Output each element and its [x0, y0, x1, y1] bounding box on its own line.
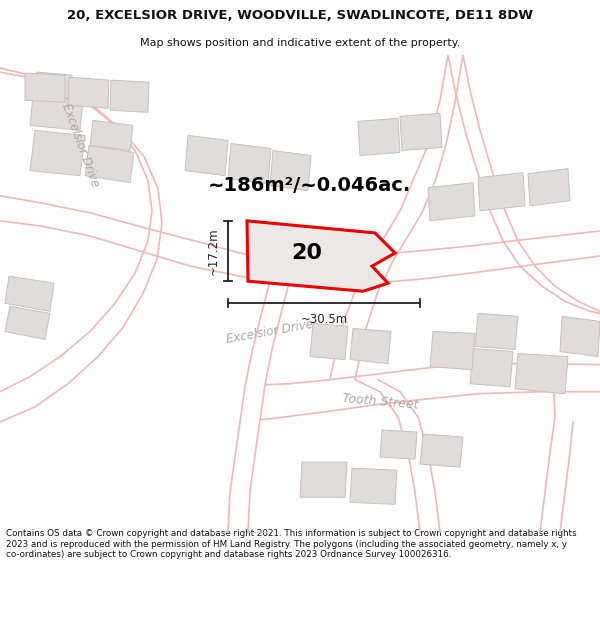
Polygon shape — [428, 182, 475, 221]
Text: ~186m²/~0.046ac.: ~186m²/~0.046ac. — [208, 176, 412, 195]
Polygon shape — [380, 430, 417, 459]
Polygon shape — [358, 118, 400, 156]
Polygon shape — [515, 354, 568, 394]
Polygon shape — [110, 80, 149, 112]
Polygon shape — [430, 331, 475, 369]
Polygon shape — [68, 77, 109, 108]
Polygon shape — [90, 121, 133, 151]
Polygon shape — [400, 113, 442, 151]
Polygon shape — [528, 169, 570, 206]
Polygon shape — [560, 316, 600, 357]
Polygon shape — [185, 136, 228, 176]
Polygon shape — [478, 173, 525, 211]
Text: Map shows position and indicative extent of the property.: Map shows position and indicative extent… — [140, 38, 460, 48]
Polygon shape — [247, 221, 395, 291]
Polygon shape — [270, 151, 311, 191]
Polygon shape — [85, 146, 134, 182]
Text: ~17.2m: ~17.2m — [207, 228, 220, 275]
Polygon shape — [228, 144, 271, 184]
Polygon shape — [35, 72, 72, 98]
Text: Contains OS data © Crown copyright and database right 2021. This information is : Contains OS data © Crown copyright and d… — [6, 529, 577, 559]
Polygon shape — [350, 328, 391, 364]
Polygon shape — [30, 95, 83, 131]
Polygon shape — [310, 323, 348, 359]
Polygon shape — [25, 73, 65, 102]
Text: 20: 20 — [292, 243, 323, 263]
Polygon shape — [420, 434, 463, 467]
Text: Excelsior Drive: Excelsior Drive — [59, 102, 101, 189]
Polygon shape — [5, 306, 50, 339]
Polygon shape — [5, 276, 54, 311]
Polygon shape — [470, 349, 513, 387]
Polygon shape — [475, 313, 518, 349]
Polygon shape — [30, 131, 85, 176]
Polygon shape — [350, 468, 397, 504]
Text: 20, EXCELSIOR DRIVE, WOODVILLE, SWADLINCOTE, DE11 8DW: 20, EXCELSIOR DRIVE, WOODVILLE, SWADLINC… — [67, 9, 533, 22]
Text: ~30.5m: ~30.5m — [301, 313, 347, 326]
Text: Tooth Street: Tooth Street — [341, 392, 419, 412]
Text: Excelsior Drive: Excelsior Drive — [226, 318, 314, 346]
Polygon shape — [300, 462, 347, 498]
